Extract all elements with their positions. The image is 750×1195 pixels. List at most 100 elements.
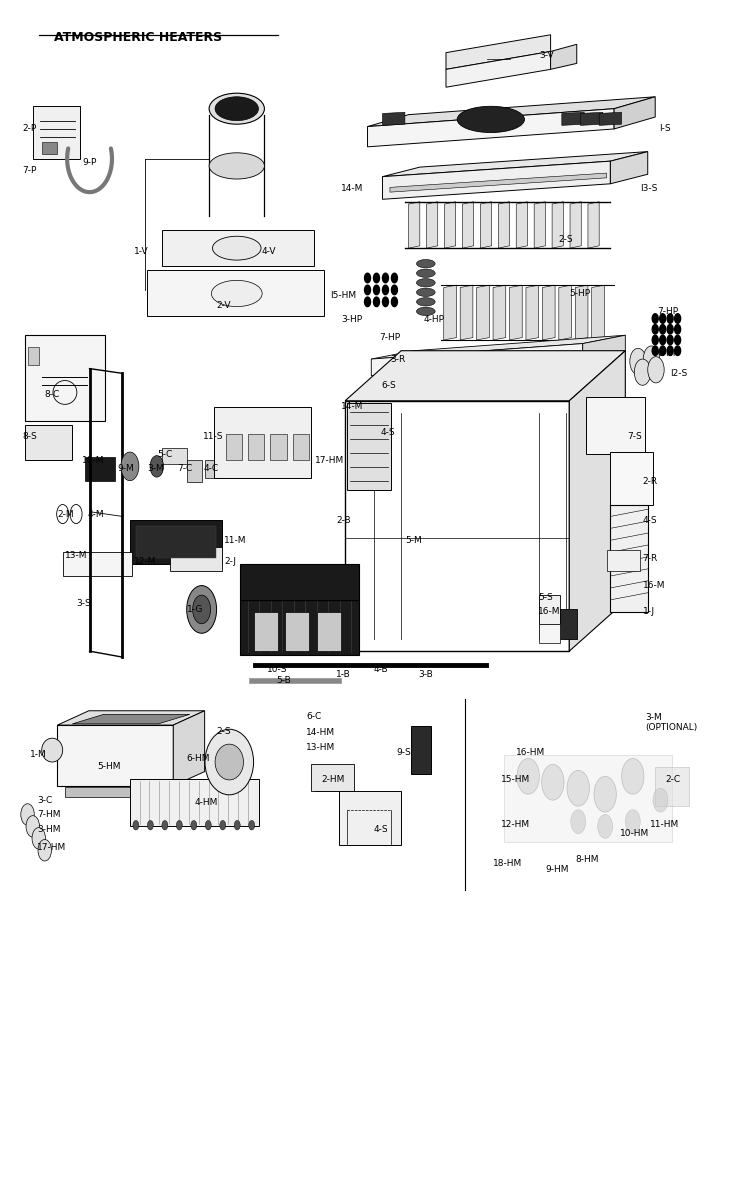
Text: 3-M: 3-M — [147, 464, 164, 473]
Text: 2-M: 2-M — [58, 509, 74, 519]
Text: 11-M: 11-M — [224, 535, 247, 545]
Text: 17-HM: 17-HM — [315, 456, 344, 465]
Text: 16-M: 16-M — [643, 581, 665, 590]
Text: 3-HM: 3-HM — [38, 826, 61, 834]
Polygon shape — [43, 142, 58, 154]
Circle shape — [668, 314, 674, 324]
Polygon shape — [570, 202, 581, 249]
Polygon shape — [205, 460, 222, 478]
Polygon shape — [271, 434, 286, 460]
Circle shape — [382, 286, 388, 295]
Polygon shape — [480, 202, 491, 249]
Text: 5-HM: 5-HM — [97, 762, 121, 771]
Circle shape — [660, 325, 666, 335]
Text: 6-C: 6-C — [306, 712, 322, 722]
Circle shape — [121, 452, 139, 480]
Polygon shape — [311, 765, 354, 791]
Circle shape — [660, 336, 666, 344]
Polygon shape — [498, 202, 509, 249]
Text: 9-P: 9-P — [82, 158, 97, 167]
Circle shape — [675, 345, 680, 355]
Ellipse shape — [215, 97, 259, 121]
Polygon shape — [285, 612, 309, 651]
Polygon shape — [463, 202, 474, 249]
Text: 12-M: 12-M — [134, 557, 157, 566]
Text: 2-B: 2-B — [336, 515, 351, 525]
Polygon shape — [610, 452, 653, 504]
Ellipse shape — [209, 93, 265, 124]
Circle shape — [392, 274, 398, 283]
Text: 10-HM: 10-HM — [620, 829, 650, 838]
Circle shape — [634, 358, 651, 385]
Polygon shape — [162, 231, 314, 266]
Circle shape — [374, 274, 380, 283]
Polygon shape — [607, 550, 640, 571]
Circle shape — [668, 345, 674, 355]
Text: 17-HM: 17-HM — [38, 844, 67, 852]
Polygon shape — [33, 106, 80, 159]
Polygon shape — [569, 350, 626, 651]
Circle shape — [571, 810, 586, 834]
Ellipse shape — [458, 106, 524, 133]
Circle shape — [364, 274, 370, 283]
Polygon shape — [85, 456, 115, 480]
Polygon shape — [550, 44, 577, 69]
Circle shape — [193, 595, 211, 624]
Circle shape — [660, 314, 666, 324]
Text: 2-S: 2-S — [217, 727, 231, 736]
Polygon shape — [72, 715, 190, 724]
Polygon shape — [526, 286, 538, 341]
Circle shape — [652, 314, 658, 324]
Polygon shape — [382, 161, 610, 200]
Circle shape — [32, 828, 46, 850]
Circle shape — [133, 821, 139, 831]
Circle shape — [249, 821, 255, 831]
Circle shape — [652, 336, 658, 344]
Text: 3-HP: 3-HP — [341, 315, 362, 324]
Text: 7-HP: 7-HP — [379, 333, 400, 342]
Ellipse shape — [416, 269, 435, 277]
Text: 6-S: 6-S — [381, 381, 396, 390]
Circle shape — [148, 821, 153, 831]
Circle shape — [598, 815, 613, 839]
Text: 12-HM: 12-HM — [500, 820, 530, 828]
Text: 15-HM: 15-HM — [500, 776, 530, 784]
Polygon shape — [65, 788, 175, 797]
Text: 3-V: 3-V — [539, 50, 554, 60]
Polygon shape — [241, 564, 358, 600]
Polygon shape — [130, 520, 222, 564]
Polygon shape — [542, 286, 555, 341]
Polygon shape — [444, 286, 457, 341]
Text: 3-C: 3-C — [38, 796, 52, 804]
Circle shape — [622, 759, 644, 795]
Circle shape — [668, 325, 674, 335]
Text: I5-HM: I5-HM — [330, 292, 356, 300]
Polygon shape — [390, 173, 607, 192]
Polygon shape — [560, 609, 577, 639]
Circle shape — [187, 586, 217, 633]
Polygon shape — [292, 434, 309, 460]
Text: ATMOSPHERIC HEATERS: ATMOSPHERIC HEATERS — [54, 31, 222, 44]
Polygon shape — [368, 97, 656, 127]
Text: 1-V: 1-V — [134, 247, 149, 256]
Text: 5-S: 5-S — [538, 593, 553, 602]
Polygon shape — [226, 434, 242, 460]
Circle shape — [382, 298, 388, 307]
Polygon shape — [409, 202, 420, 249]
Polygon shape — [509, 286, 522, 341]
Text: 14-M: 14-M — [341, 184, 364, 194]
Polygon shape — [580, 112, 603, 125]
Text: 16-M: 16-M — [538, 607, 560, 617]
Polygon shape — [516, 202, 527, 249]
Circle shape — [374, 286, 380, 295]
Text: 7-C: 7-C — [177, 464, 192, 473]
Circle shape — [675, 314, 680, 324]
Polygon shape — [446, 35, 550, 69]
Ellipse shape — [211, 281, 262, 307]
Polygon shape — [316, 612, 340, 651]
Circle shape — [234, 821, 240, 831]
Polygon shape — [371, 343, 583, 375]
Text: 2-C: 2-C — [665, 776, 680, 784]
Ellipse shape — [416, 298, 435, 306]
Circle shape — [675, 325, 680, 335]
